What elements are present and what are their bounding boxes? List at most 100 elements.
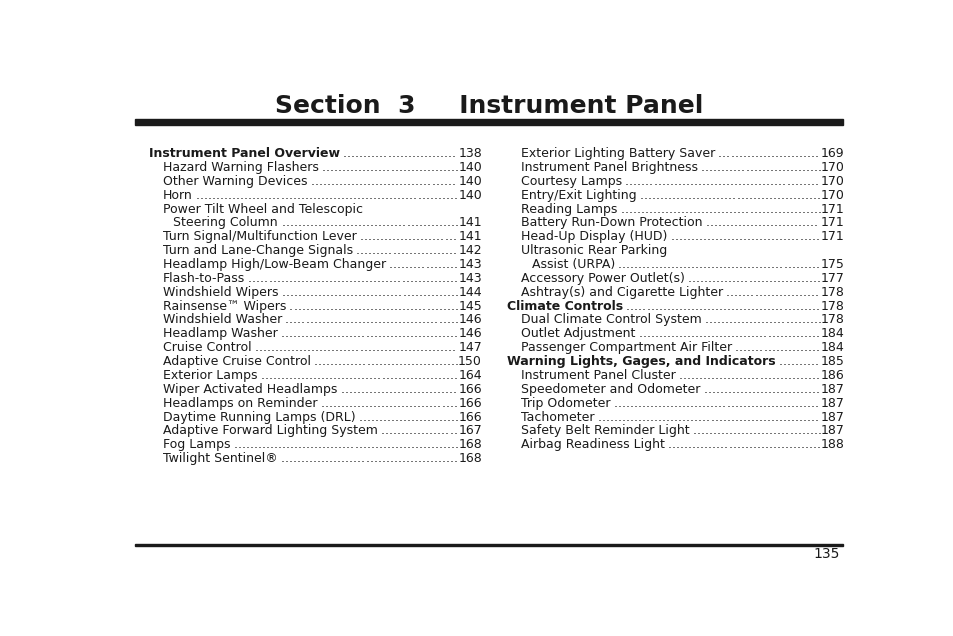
- Text: .: .: [802, 300, 806, 313]
- Text: .: .: [811, 369, 815, 382]
- Text: .: .: [431, 410, 435, 424]
- Text: .: .: [794, 286, 798, 299]
- Text: .: .: [436, 383, 440, 396]
- Text: .: .: [260, 369, 264, 382]
- Text: 187: 187: [820, 383, 843, 396]
- Text: .: .: [320, 452, 324, 465]
- Text: .: .: [421, 328, 425, 340]
- Text: .: .: [386, 216, 390, 230]
- Text: .: .: [313, 452, 316, 465]
- Text: .: .: [426, 286, 430, 299]
- Text: .: .: [375, 410, 378, 424]
- Text: .: .: [337, 438, 342, 451]
- Text: .: .: [701, 397, 705, 410]
- Text: .: .: [394, 355, 398, 368]
- Text: .: .: [320, 397, 324, 410]
- Text: .: .: [442, 216, 446, 230]
- Text: .: .: [741, 147, 745, 160]
- Text: .: .: [455, 410, 458, 424]
- Text: .: .: [779, 300, 782, 313]
- Text: .: .: [779, 258, 782, 271]
- Text: .: .: [384, 189, 389, 202]
- Text: .: .: [620, 410, 625, 424]
- Text: .: .: [769, 175, 773, 188]
- Text: .: .: [413, 189, 416, 202]
- Text: .: .: [293, 452, 296, 465]
- Text: .: .: [346, 355, 350, 368]
- Text: .: .: [706, 230, 710, 244]
- Text: 167: 167: [457, 424, 481, 438]
- Text: .: .: [386, 175, 391, 188]
- Text: .: .: [746, 300, 750, 313]
- Text: .: .: [382, 438, 386, 451]
- Text: Turn and Lane-Change Signals: Turn and Lane-Change Signals: [162, 244, 353, 257]
- Text: .: .: [748, 424, 752, 438]
- Text: .: .: [712, 161, 716, 174]
- Text: .: .: [774, 397, 778, 410]
- Text: .: .: [395, 175, 398, 188]
- Text: .: .: [790, 286, 794, 299]
- Text: .: .: [351, 341, 355, 354]
- Text: .: .: [454, 216, 458, 230]
- Text: 186: 186: [820, 369, 843, 382]
- Text: .: .: [718, 328, 722, 340]
- Text: .: .: [362, 355, 366, 368]
- Text: .: .: [348, 189, 353, 202]
- Text: .: .: [330, 438, 334, 451]
- Text: .: .: [731, 438, 736, 451]
- Text: .: .: [788, 314, 792, 326]
- Text: .: .: [410, 161, 414, 174]
- Text: .: .: [434, 286, 438, 299]
- Text: .: .: [293, 314, 296, 326]
- Text: .: .: [742, 300, 746, 313]
- Text: .: .: [360, 397, 364, 410]
- Text: .: .: [806, 341, 811, 354]
- Text: .: .: [314, 175, 318, 188]
- Text: .: .: [740, 438, 743, 451]
- Text: .: .: [304, 369, 308, 382]
- Text: .: .: [713, 175, 717, 188]
- Text: .: .: [772, 424, 776, 438]
- Text: .: .: [770, 147, 774, 160]
- Text: .: .: [300, 189, 304, 202]
- Text: .: .: [661, 328, 665, 340]
- Text: .: .: [783, 438, 788, 451]
- Text: .: .: [697, 175, 700, 188]
- Text: .: .: [318, 341, 322, 354]
- Text: .: .: [787, 272, 792, 285]
- Text: .: .: [654, 300, 658, 313]
- Text: .: .: [345, 328, 349, 340]
- Text: .: .: [613, 397, 617, 410]
- Text: 178: 178: [820, 300, 843, 313]
- Text: .: .: [407, 175, 411, 188]
- Text: Assist (URPA): Assist (URPA): [531, 258, 614, 271]
- Text: .: .: [803, 383, 807, 396]
- Text: .: .: [388, 424, 393, 438]
- Text: .: .: [438, 438, 442, 451]
- Text: 170: 170: [820, 161, 843, 174]
- Text: .: .: [416, 272, 421, 285]
- Text: .: .: [301, 300, 305, 313]
- Text: .: .: [305, 216, 309, 230]
- Text: .: .: [350, 355, 354, 368]
- Text: .: .: [640, 175, 644, 188]
- Text: .: .: [310, 438, 314, 451]
- Text: .: .: [357, 355, 362, 368]
- Text: .: .: [773, 203, 777, 216]
- Text: .: .: [639, 203, 643, 216]
- Text: .: .: [810, 147, 814, 160]
- Text: .: .: [223, 189, 228, 202]
- Text: .: .: [388, 383, 392, 396]
- Text: Cruise Control: Cruise Control: [162, 341, 251, 354]
- Text: .: .: [678, 230, 681, 244]
- Text: .: .: [696, 203, 700, 216]
- Text: .: .: [652, 203, 656, 216]
- Text: .: .: [350, 216, 354, 230]
- Text: .: .: [444, 230, 448, 244]
- Text: .: .: [784, 424, 788, 438]
- Text: .: .: [728, 424, 732, 438]
- Text: .: .: [625, 410, 629, 424]
- Text: .: .: [753, 175, 757, 188]
- Text: .: .: [309, 314, 313, 326]
- Text: .: .: [449, 424, 453, 438]
